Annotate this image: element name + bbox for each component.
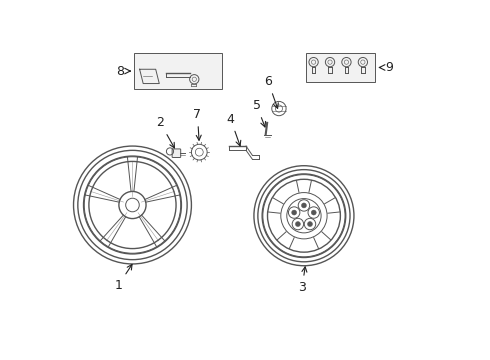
Text: 1: 1 [114,265,132,292]
Text: 3: 3 [298,267,307,294]
Circle shape [311,210,316,215]
Circle shape [301,203,306,208]
Text: 7: 7 [194,108,201,140]
Text: 8: 8 [116,64,124,77]
FancyBboxPatch shape [172,149,181,157]
Text: 2: 2 [156,116,174,148]
Bar [306,53,375,82]
Circle shape [292,210,296,215]
Text: 4: 4 [227,113,241,146]
Bar [134,53,222,89]
Text: 9: 9 [386,61,393,74]
Circle shape [295,221,300,226]
Text: 6: 6 [264,75,278,108]
Circle shape [308,221,313,226]
Text: 5: 5 [253,99,266,127]
